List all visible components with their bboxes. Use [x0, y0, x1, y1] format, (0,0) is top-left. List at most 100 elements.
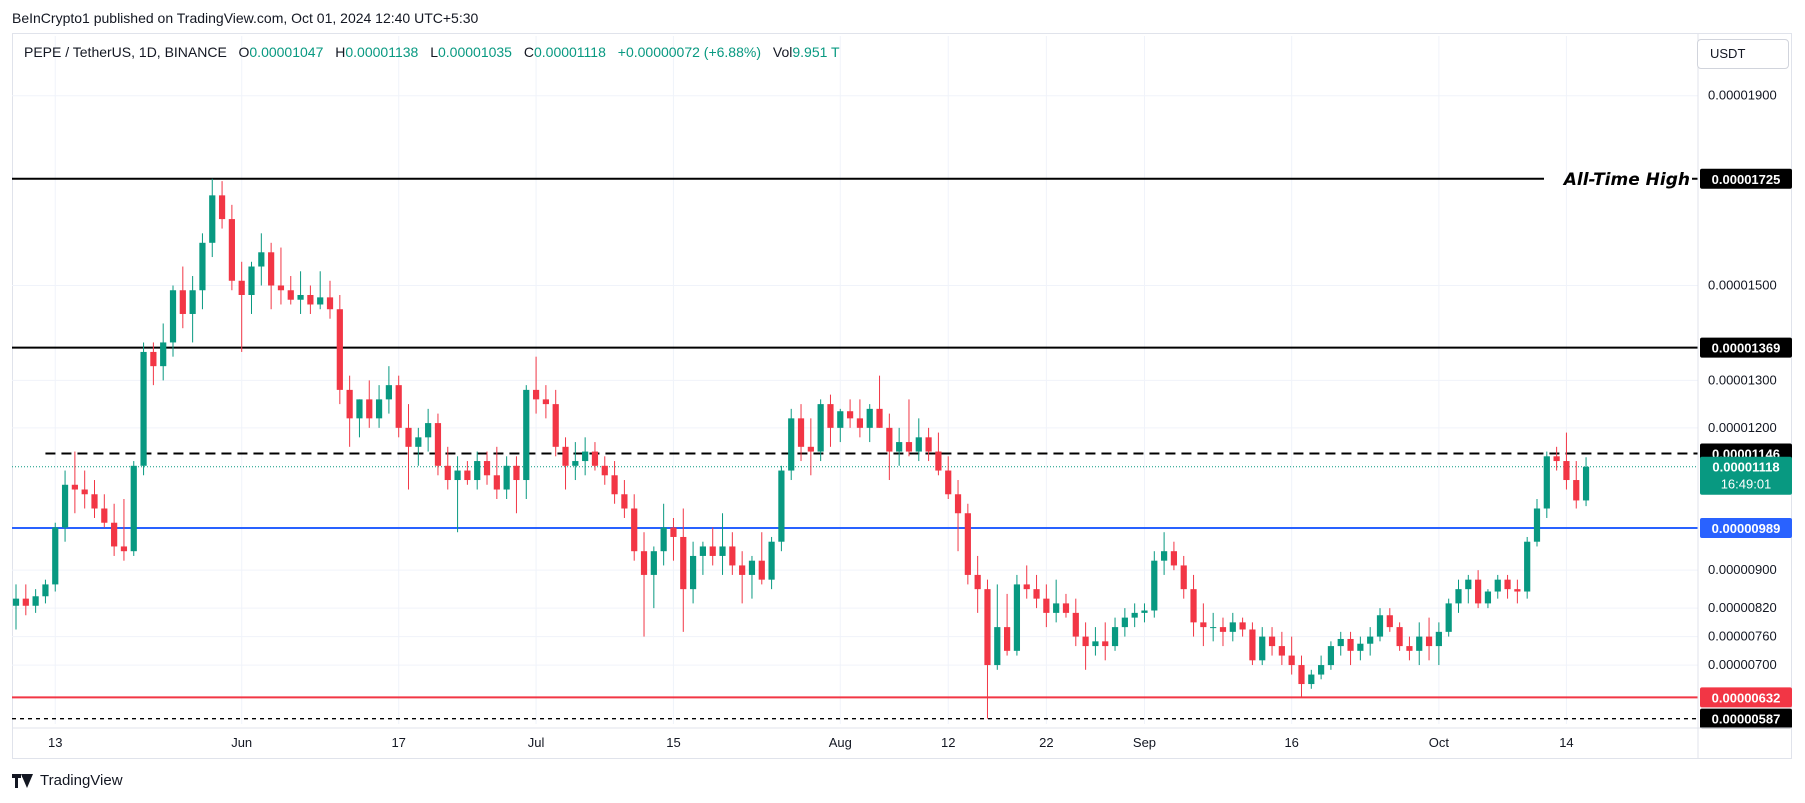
- candle[interactable]: [405, 404, 412, 490]
- candle[interactable]: [1376, 608, 1384, 642]
- candlestick-chart[interactable]: 0.00001900 0.00001500 0.00001300 0.00001200…: [0, 0, 1805, 760]
- candle[interactable]: [238, 261, 245, 352]
- candle[interactable]: [699, 541, 707, 575]
- candle[interactable]: [1033, 574, 1040, 609]
- tradingview-brand[interactable]: TradingView: [12, 772, 123, 789]
- candle[interactable]: [532, 356, 540, 414]
- candle[interactable]: [1308, 669, 1315, 689]
- candle[interactable]: [1131, 603, 1138, 628]
- candle[interactable]: [32, 589, 39, 613]
- candle[interactable]: [297, 271, 304, 314]
- candle[interactable]: [954, 480, 962, 552]
- candle[interactable]: [905, 399, 913, 457]
- candle[interactable]: [572, 442, 579, 481]
- candle[interactable]: [523, 385, 530, 500]
- candle[interactable]: [945, 456, 952, 500]
- candle[interactable]: [425, 408, 432, 452]
- candle[interactable]: [346, 375, 353, 447]
- candle[interactable]: [562, 437, 569, 490]
- candle[interactable]: [336, 294, 343, 405]
- candle[interactable]: [1416, 622, 1423, 666]
- candle[interactable]: [827, 394, 834, 447]
- candle[interactable]: [788, 408, 795, 481]
- candle[interactable]: [1111, 617, 1119, 651]
- candle[interactable]: [1072, 598, 1079, 647]
- candle[interactable]: [1121, 608, 1128, 637]
- candle[interactable]: [797, 404, 805, 462]
- candle[interactable]: [483, 451, 491, 485]
- candle[interactable]: [1013, 574, 1021, 656]
- candle[interactable]: [42, 579, 49, 604]
- candle[interactable]: [1465, 574, 1472, 604]
- candle[interactable]: [1190, 574, 1197, 637]
- candle[interactable]: [896, 427, 903, 466]
- candle[interactable]: [317, 271, 324, 310]
- candle[interactable]: [1543, 451, 1550, 518]
- candle[interactable]: [1582, 457, 1590, 507]
- candle[interactable]: [778, 465, 785, 552]
- candle[interactable]: [1200, 603, 1207, 647]
- candle[interactable]: [748, 555, 756, 599]
- candle[interactable]: [228, 204, 235, 291]
- currency-button[interactable]: USDT: [1697, 39, 1789, 69]
- candle[interactable]: [1151, 551, 1158, 618]
- candle[interactable]: [415, 427, 422, 466]
- candle[interactable]: [160, 323, 167, 381]
- candle[interactable]: [1092, 627, 1099, 656]
- candle[interactable]: [218, 181, 226, 229]
- candle[interactable]: [366, 380, 373, 428]
- candle[interactable]: [1386, 608, 1393, 632]
- candle[interactable]: [670, 517, 677, 561]
- candle[interactable]: [52, 522, 59, 592]
- candle[interactable]: [925, 427, 932, 462]
- candle[interactable]: [1298, 655, 1305, 698]
- candle[interactable]: [375, 385, 383, 428]
- candle[interactable]: [1455, 579, 1462, 613]
- candle[interactable]: [768, 536, 775, 590]
- candle[interactable]: [621, 480, 628, 518]
- candle[interactable]: [71, 451, 78, 514]
- candles[interactable]: [12, 178, 1590, 719]
- candle[interactable]: [758, 532, 765, 585]
- candle[interactable]: [395, 375, 402, 438]
- candle[interactable]: [1180, 555, 1187, 599]
- candle[interactable]: [1003, 593, 1011, 656]
- candle[interactable]: [1278, 631, 1285, 666]
- candle[interactable]: [994, 584, 1001, 670]
- candle[interactable]: [1102, 622, 1109, 661]
- candle[interactable]: [729, 532, 736, 575]
- candle[interactable]: [817, 399, 824, 462]
- candle[interactable]: [248, 261, 255, 314]
- candle[interactable]: [258, 233, 265, 286]
- candle[interactable]: [1396, 622, 1403, 651]
- candle[interactable]: [837, 408, 844, 443]
- candle[interactable]: [150, 342, 157, 386]
- candle[interactable]: [915, 418, 922, 462]
- candle[interactable]: [1170, 541, 1178, 571]
- candle[interactable]: [1141, 603, 1148, 623]
- candle[interactable]: [130, 461, 137, 556]
- candle[interactable]: [1249, 622, 1256, 666]
- candle[interactable]: [680, 508, 687, 632]
- candle[interactable]: [1347, 631, 1354, 666]
- candle[interactable]: [1524, 536, 1531, 599]
- candle[interactable]: [81, 470, 88, 509]
- candle[interactable]: [1210, 612, 1217, 642]
- candle[interactable]: [493, 446, 500, 500]
- candle[interactable]: [689, 541, 697, 604]
- candle[interactable]: [199, 233, 206, 310]
- candle[interactable]: [631, 494, 638, 561]
- candle[interactable]: [1445, 598, 1452, 637]
- candle[interactable]: [611, 461, 618, 504]
- candle[interactable]: [503, 456, 510, 500]
- candle[interactable]: [1268, 627, 1276, 656]
- candle[interactable]: [552, 389, 559, 457]
- candle[interactable]: [61, 470, 69, 542]
- candle[interactable]: [1533, 499, 1541, 547]
- candle[interactable]: [385, 366, 392, 414]
- candle[interactable]: [1367, 627, 1374, 656]
- candle[interactable]: [356, 399, 363, 438]
- candle[interactable]: [1062, 593, 1070, 618]
- candle[interactable]: [474, 451, 481, 490]
- candle[interactable]: [807, 418, 814, 476]
